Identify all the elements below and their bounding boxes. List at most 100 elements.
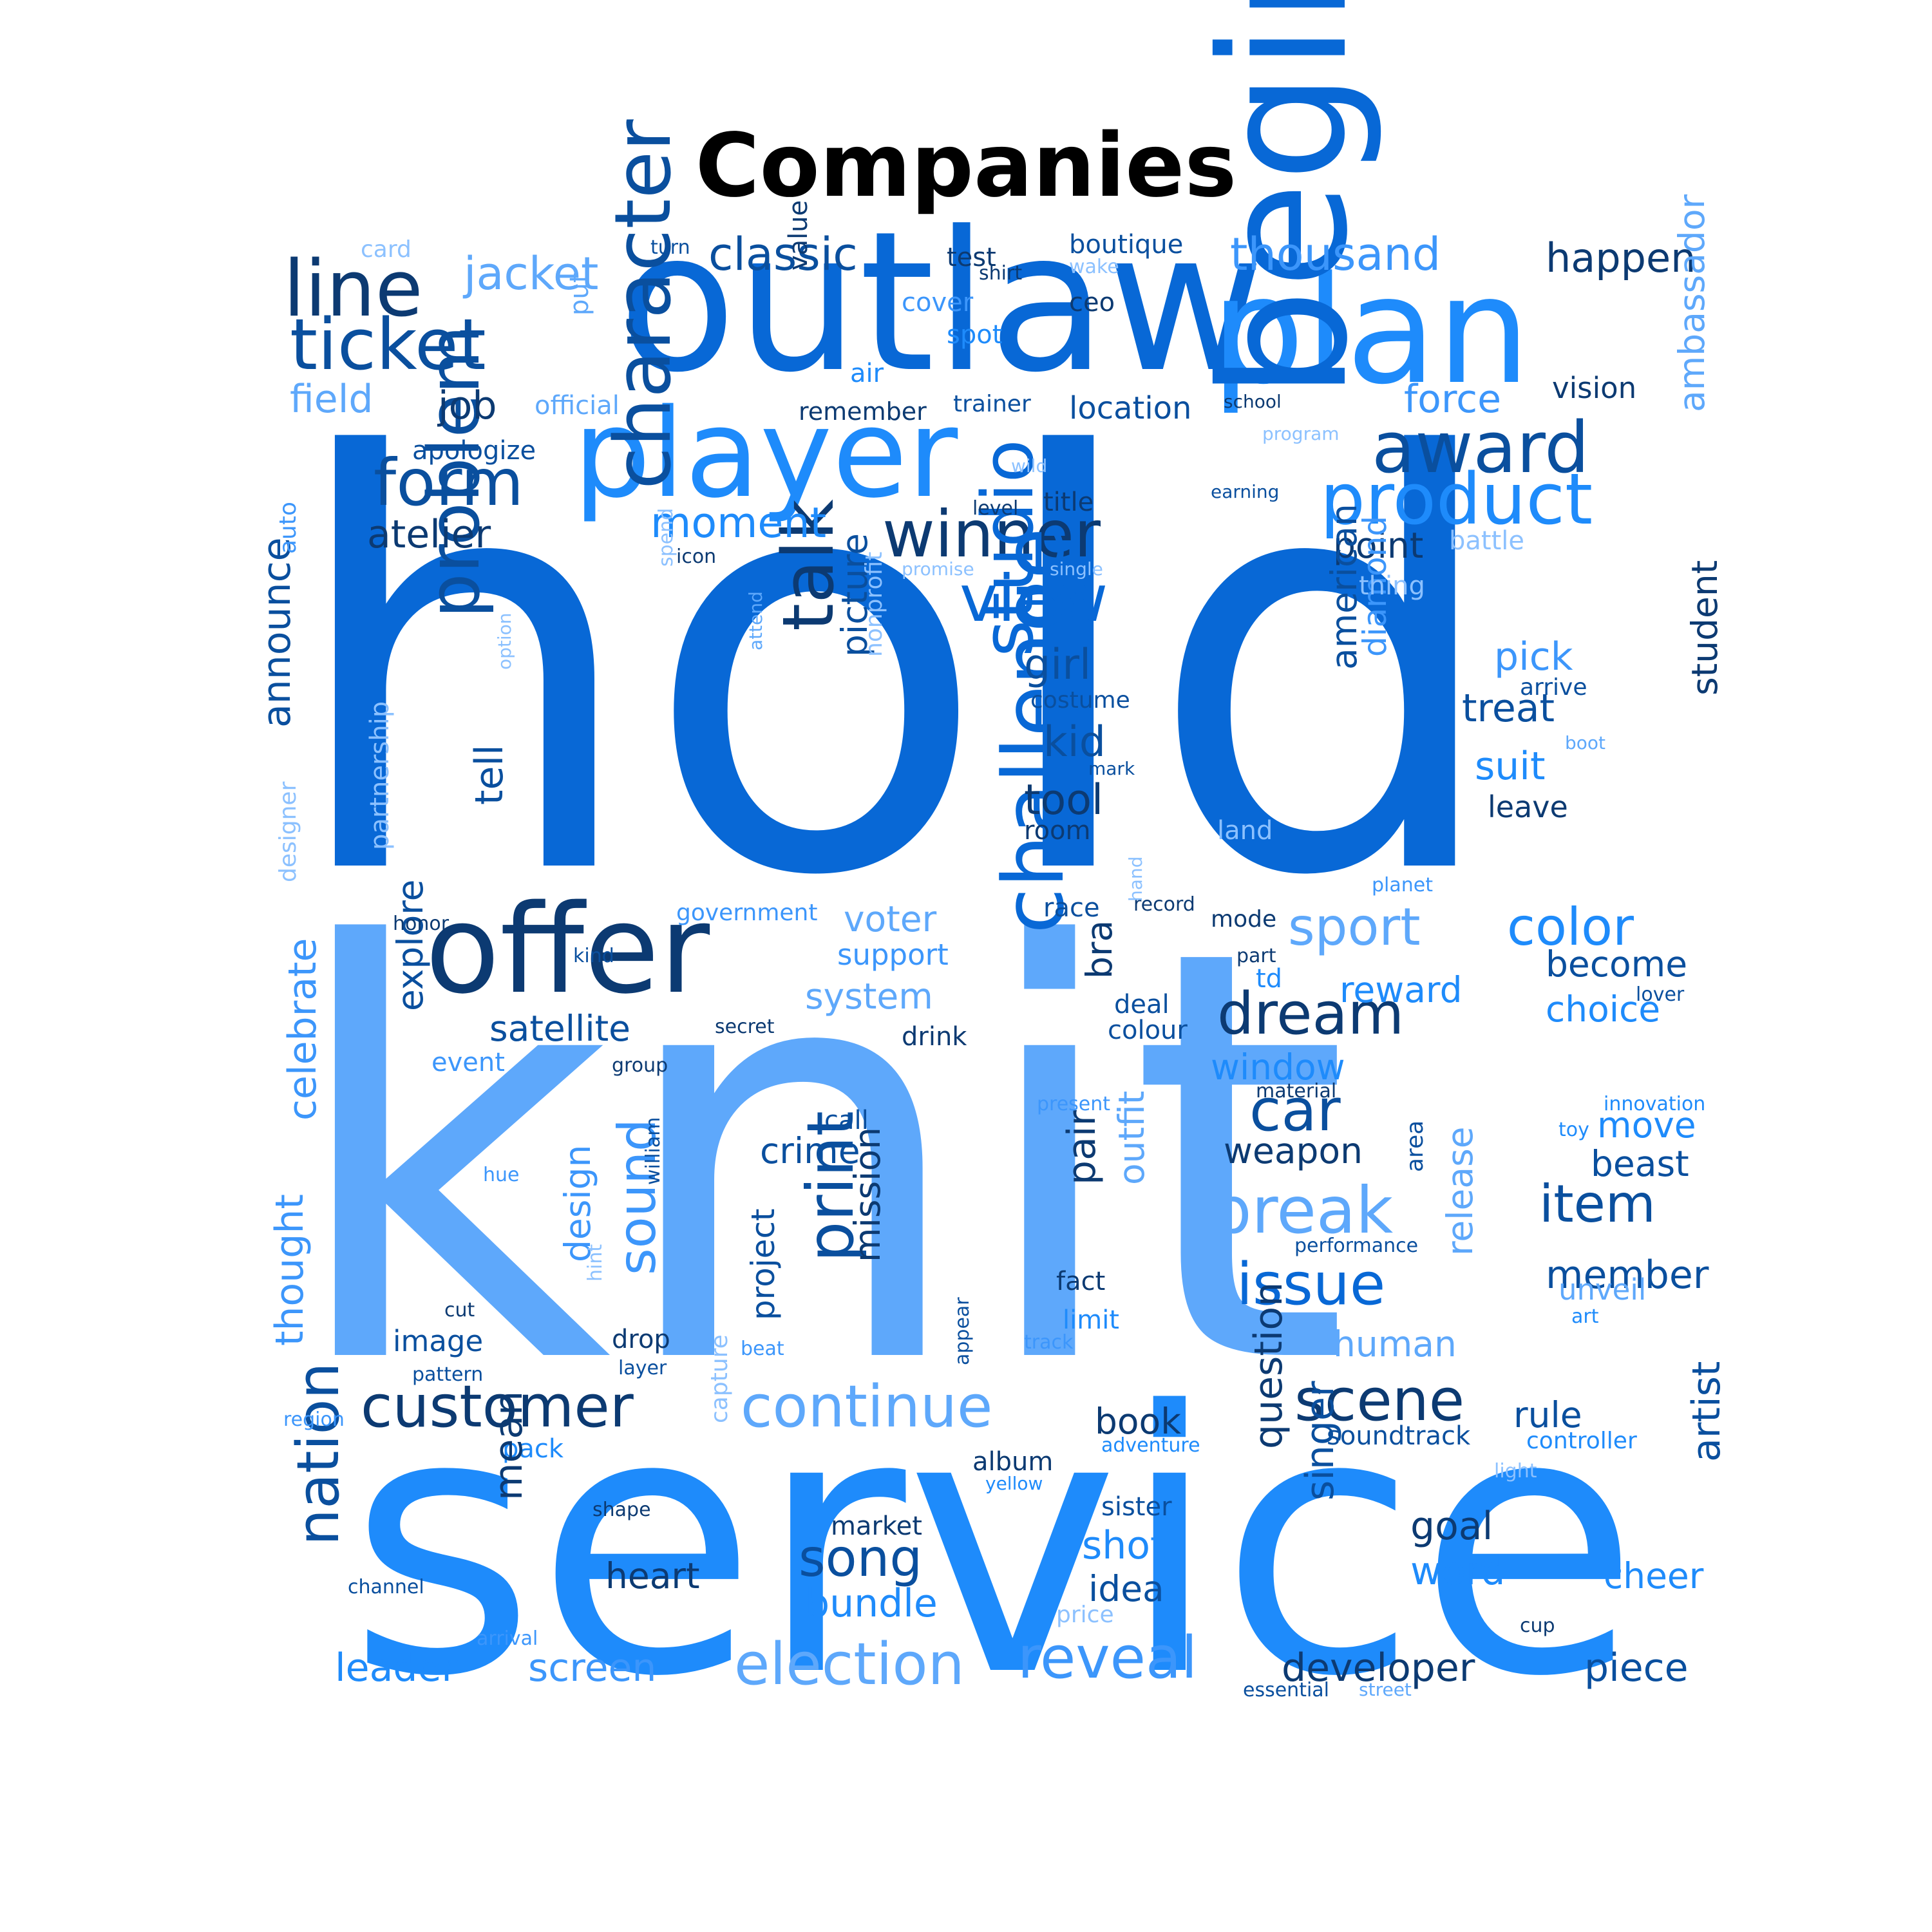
cloud-word: test xyxy=(947,243,996,272)
cloud-word: begin xyxy=(1183,0,1386,399)
cloud-word: form xyxy=(374,445,524,520)
cloud-word: atelier xyxy=(367,512,491,557)
cloud-word: beast xyxy=(1591,1143,1689,1184)
cloud-word: sport xyxy=(1288,897,1421,957)
cloud-word: hold xyxy=(283,339,1507,999)
cloud-word: apologize xyxy=(412,436,536,466)
cloud-word: price xyxy=(1056,1602,1114,1628)
cloud-word: costume xyxy=(1030,687,1130,714)
cloud-word: kid xyxy=(1043,718,1106,766)
cloud-word: present xyxy=(1037,1093,1111,1115)
cloud-word: channel xyxy=(348,1576,424,1598)
cloud-word: moment xyxy=(650,499,827,547)
cloud-word: item xyxy=(1539,1174,1656,1234)
cloud-word: designer xyxy=(275,781,301,882)
cloud-word: satellite xyxy=(489,1008,631,1049)
cloud-word: auto xyxy=(275,501,301,554)
cloud-word: tool xyxy=(1024,776,1104,824)
cloud-word: service xyxy=(348,1336,1640,1756)
cloud-word: value xyxy=(784,200,813,270)
cloud-word: view xyxy=(960,561,1108,636)
cloud-word: goal xyxy=(1410,1504,1493,1549)
cloud-word: william xyxy=(642,1117,665,1185)
cloud-word: light xyxy=(1494,1460,1537,1482)
cloud-word: drop xyxy=(612,1325,670,1354)
cloud-word: program xyxy=(1262,423,1340,444)
cloud-word: song xyxy=(799,1528,923,1588)
cloud-word: lover xyxy=(1636,983,1685,1006)
cloud-word: book xyxy=(1095,1401,1182,1442)
cloud-word: air xyxy=(850,359,884,388)
cloud-word: remember xyxy=(799,397,927,426)
cloud-word: mode xyxy=(1211,906,1277,933)
cloud-word: limit xyxy=(1063,1305,1119,1335)
cloud-word: single xyxy=(1050,558,1103,580)
cloud-word: choice xyxy=(1546,989,1661,1030)
cloud-word: member xyxy=(1546,1253,1709,1298)
cloud-word: point xyxy=(1333,525,1424,566)
cloud-word: street xyxy=(1359,1679,1412,1700)
cloud-word: title xyxy=(1043,488,1094,517)
cloud-word: suit xyxy=(1475,744,1546,789)
cloud-word: location xyxy=(1069,390,1192,426)
cloud-word: field xyxy=(290,377,374,422)
cloud-word: character xyxy=(599,119,688,489)
cloud-word: pick xyxy=(1494,634,1573,679)
cloud-word: material xyxy=(1256,1080,1337,1103)
cloud-word: explore xyxy=(390,879,431,1011)
cloud-word: battle xyxy=(1449,526,1524,556)
cloud-word: hue xyxy=(483,1164,520,1186)
cloud-word: job xyxy=(438,383,497,428)
cloud-word: track xyxy=(1024,1331,1074,1354)
cloud-word: soundtrack xyxy=(1327,1421,1471,1451)
cloud-word: school xyxy=(1224,391,1282,412)
cloud-word: bundle xyxy=(805,1581,938,1626)
cloud-word: wake xyxy=(1069,256,1119,278)
cloud-word: earning xyxy=(1211,481,1280,502)
cloud-word: happen xyxy=(1546,234,1696,281)
cloud-word: project xyxy=(744,1208,782,1320)
cloud-word: shirt xyxy=(979,262,1023,285)
cloud-word: artist xyxy=(1684,1361,1729,1462)
cloud-word: area xyxy=(1402,1120,1428,1172)
cloud-word: outlaw xyxy=(618,190,1265,415)
cloud-word: drink xyxy=(902,1022,967,1052)
cloud-word: promise xyxy=(902,558,974,580)
cloud-word: become xyxy=(1546,943,1688,985)
cloud-word: event xyxy=(431,1048,505,1077)
cloud-word: dream xyxy=(1217,980,1405,1048)
cloud-word: release xyxy=(1439,1126,1481,1256)
cloud-word: ceo xyxy=(1069,288,1115,317)
cloud-word: honor xyxy=(393,913,450,935)
cloud-word: essential xyxy=(1243,1679,1330,1701)
cloud-word: toy xyxy=(1558,1119,1589,1141)
cloud-word: call xyxy=(824,1106,869,1135)
cloud-word: td xyxy=(1256,964,1283,994)
cloud-word: ambassador xyxy=(1671,194,1712,412)
cloud-word: part xyxy=(1236,945,1276,967)
cloud-word: nonprofit xyxy=(861,551,887,657)
cloud-word: partnership xyxy=(365,701,395,850)
cloud-word: celebrate xyxy=(280,938,325,1121)
cloud-word: appear xyxy=(951,1297,974,1365)
cloud-word: album xyxy=(972,1447,1054,1477)
cloud-word: mean xyxy=(486,1390,531,1501)
cloud-word: art xyxy=(1571,1305,1599,1328)
cloud-word: window xyxy=(1211,1046,1345,1088)
cloud-word: record xyxy=(1133,893,1195,916)
cloud-word: sister xyxy=(1101,1492,1172,1522)
cloud-word: turn xyxy=(650,236,690,259)
cloud-word: trainer xyxy=(953,391,1031,417)
cloud-word: cup xyxy=(1520,1615,1555,1637)
cloud-word: winner xyxy=(882,497,1101,572)
cloud-word: icon xyxy=(676,545,717,568)
cloud-word: color xyxy=(1507,897,1634,957)
cloud-word: rule xyxy=(1513,1394,1582,1435)
cloud-word: tell xyxy=(467,744,512,805)
cloud-word: hint xyxy=(584,1244,607,1282)
cloud-word: weapon xyxy=(1224,1130,1363,1171)
cloud-word: ticket xyxy=(290,303,486,386)
cloud-word: thousand xyxy=(1230,228,1441,281)
cloud-word: product xyxy=(1320,458,1593,540)
cloud-word: hand xyxy=(1125,856,1146,902)
